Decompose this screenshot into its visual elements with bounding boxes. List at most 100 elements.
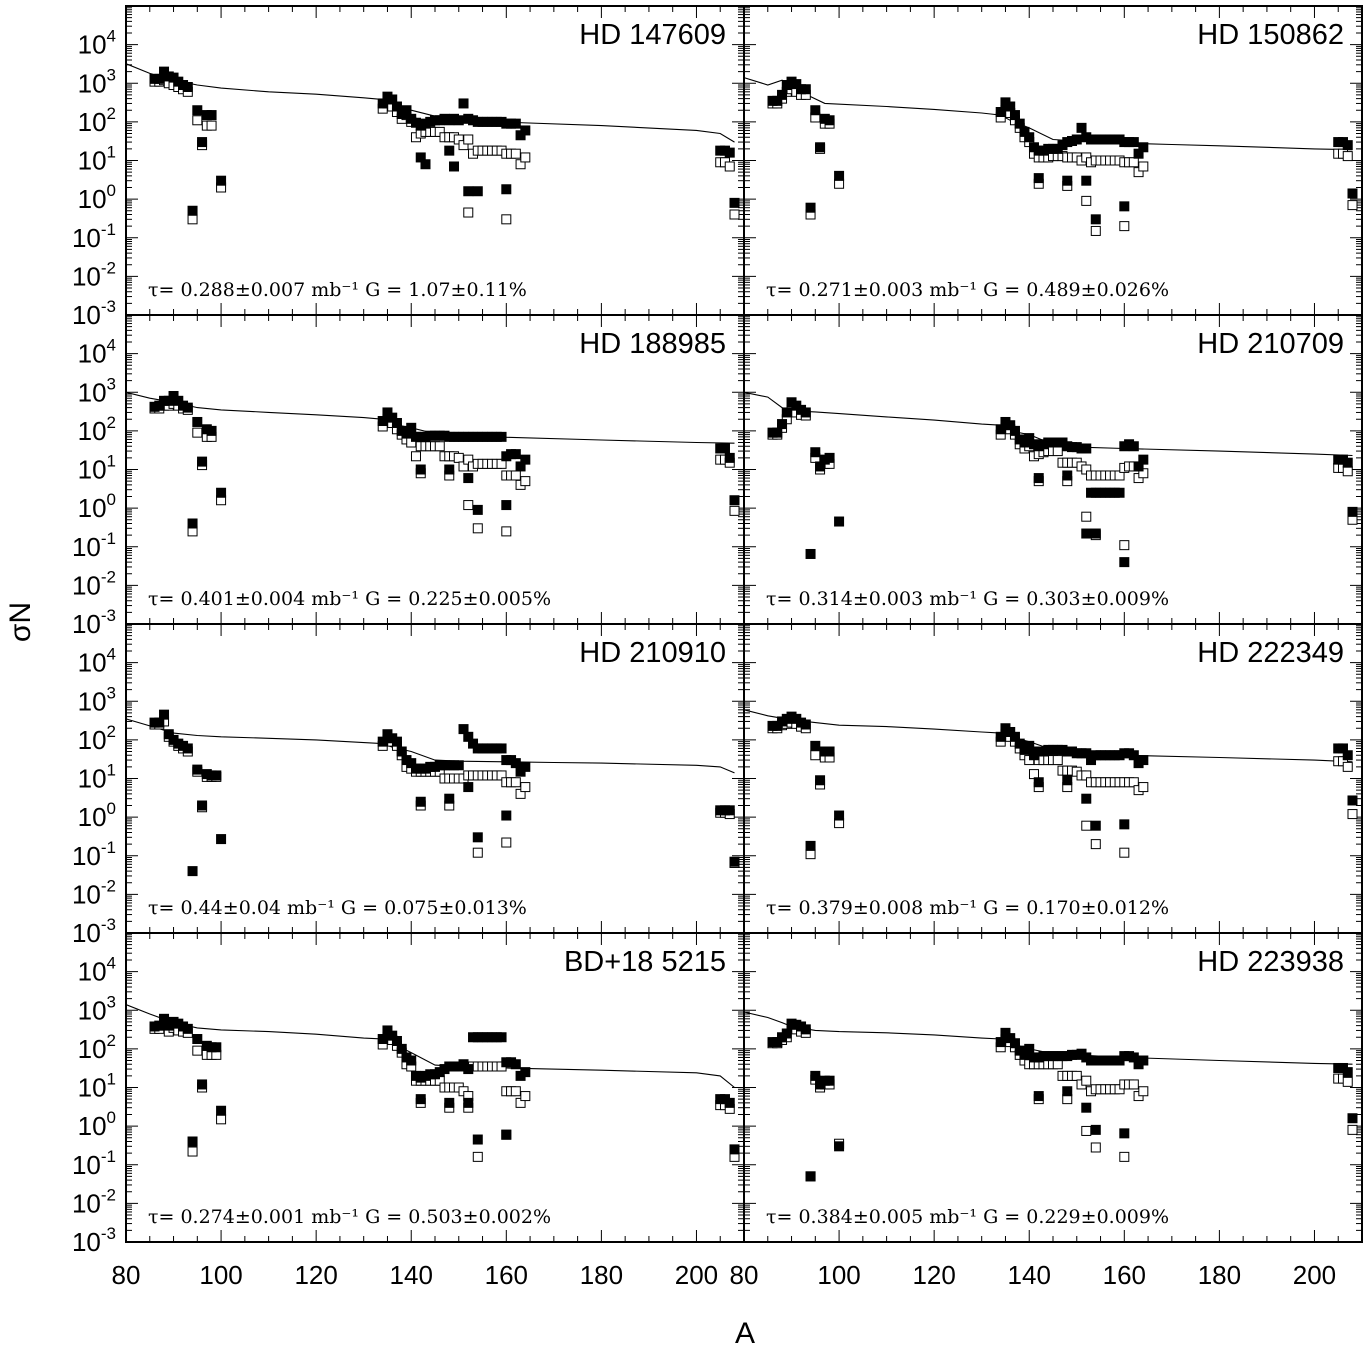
x-tick-label: 140 <box>390 1260 433 1290</box>
y-axis-title: σN <box>4 602 37 642</box>
filled-point <box>1014 118 1025 129</box>
filled-point <box>1024 132 1035 143</box>
y-tick-label: 103 <box>78 374 116 407</box>
x-tick-label: 160 <box>485 1260 528 1290</box>
open-point <box>472 847 483 858</box>
filled-point <box>415 1094 426 1105</box>
panel: HD 188985 τ= 0.401±0.004 mb⁻¹ G = 0.225±0… <box>125 314 745 625</box>
open-point <box>724 161 735 172</box>
y-tick-label: 10-3 <box>72 915 116 948</box>
open-point <box>1347 809 1358 820</box>
filled-point <box>415 796 426 807</box>
filled-point <box>197 456 208 467</box>
filled-point <box>729 856 740 867</box>
filled-point <box>182 743 193 754</box>
filled-point <box>1033 173 1044 184</box>
filled-point <box>1342 457 1353 468</box>
filled-point <box>1081 175 1092 186</box>
filled-point <box>406 1055 417 1066</box>
filled-point <box>1081 443 1092 454</box>
open-point <box>1090 1142 1101 1153</box>
filled-point <box>216 487 227 498</box>
filled-point <box>401 105 412 116</box>
filled-point <box>520 125 531 136</box>
star-label: HD 222349 <box>1197 637 1344 669</box>
filled-point <box>463 782 474 793</box>
x-tick-label: 120 <box>912 1260 955 1290</box>
fit-parameters: τ= 0.44±0.04 mb⁻¹ G = 0.075±0.013% <box>148 897 527 919</box>
filled-point <box>724 805 735 816</box>
open-point <box>501 837 512 848</box>
filled-point <box>216 834 227 845</box>
filled-point <box>510 449 521 460</box>
filled-point <box>1062 470 1073 481</box>
filled-point <box>1138 454 1149 465</box>
filled-point <box>406 422 417 433</box>
filled-point <box>1347 1113 1358 1124</box>
filled-point <box>415 464 426 475</box>
filled-point <box>391 736 402 747</box>
open-point <box>1119 847 1130 858</box>
filled-point <box>1081 528 1092 539</box>
x-tick-label: 200 <box>675 1260 718 1290</box>
open-point <box>1081 195 1092 206</box>
filled-point <box>1114 487 1125 498</box>
y-tick-label: 10-2 <box>72 567 116 600</box>
open-point <box>520 152 531 163</box>
open-point <box>1347 1124 1358 1135</box>
open-point <box>501 214 512 225</box>
panel: HD 222349 τ= 0.379±0.008 mb⁻¹ G = 0.170±0… <box>743 623 1363 934</box>
filled-point <box>810 1070 821 1081</box>
filled-point <box>1090 528 1101 539</box>
filled-point <box>1119 819 1130 830</box>
open-point <box>410 451 421 462</box>
filled-point <box>472 1134 483 1145</box>
filled-point <box>453 760 464 771</box>
filled-point <box>1342 1067 1353 1078</box>
x-tick-label: 180 <box>580 1260 623 1290</box>
filled-point <box>834 170 845 181</box>
panel: HD 150862 τ= 0.271±0.003 mb⁻¹ G = 0.489±0… <box>743 5 1363 316</box>
filled-point <box>1081 1102 1092 1113</box>
y-tick-label: 104 <box>78 954 116 987</box>
filled-point <box>1090 214 1101 225</box>
filled-point <box>1033 473 1044 484</box>
filled-point <box>1342 140 1353 151</box>
y-tick-label: 10-2 <box>72 1185 116 1218</box>
open-point <box>1119 540 1130 551</box>
filled-point <box>1138 142 1149 153</box>
open-point <box>1052 446 1063 457</box>
filled-point <box>805 840 816 851</box>
open-point <box>510 470 521 481</box>
star-label: HD 210709 <box>1197 328 1344 360</box>
open-point <box>729 505 740 516</box>
filled-point <box>496 743 507 754</box>
filled-point <box>1062 175 1073 186</box>
star-label: HD 188985 <box>579 328 726 360</box>
open-point <box>520 476 531 487</box>
filled-point <box>496 1032 507 1043</box>
filled-point <box>187 205 198 216</box>
y-axis-labels: 104 103 102 101 100 10-1 10-2 10-3 104 103 102 101 1… <box>72 27 116 1257</box>
panel: HD 210709 τ= 0.314±0.003 mb⁻¹ G = 0.303±0… <box>743 314 1363 625</box>
filled-point <box>420 159 431 170</box>
filled-point <box>520 761 531 772</box>
panel: HD 223938 τ= 0.384±0.005 mb⁻¹ G = 0.229±0… <box>743 932 1363 1243</box>
open-point <box>1347 200 1358 211</box>
filled-point <box>824 746 835 757</box>
filled-point <box>182 402 193 413</box>
fit-parameters: τ= 0.271±0.003 mb⁻¹ G = 0.489±0.026% <box>766 279 1169 301</box>
filled-point <box>472 832 483 843</box>
filled-point <box>815 142 826 153</box>
open-point <box>472 523 483 534</box>
filled-point <box>510 758 521 769</box>
y-tick-label: 100 <box>78 181 116 214</box>
star-label: HD 150862 <box>1197 19 1344 51</box>
filled-point <box>396 1043 407 1054</box>
open-point <box>1119 221 1130 232</box>
panel: HD 210910 τ= 0.44±0.04 mb⁻¹ G = 0.075±0.0… <box>125 623 745 934</box>
open-point <box>810 750 821 761</box>
open-point <box>463 207 474 218</box>
x-tick-label: 160 <box>1103 1260 1146 1290</box>
